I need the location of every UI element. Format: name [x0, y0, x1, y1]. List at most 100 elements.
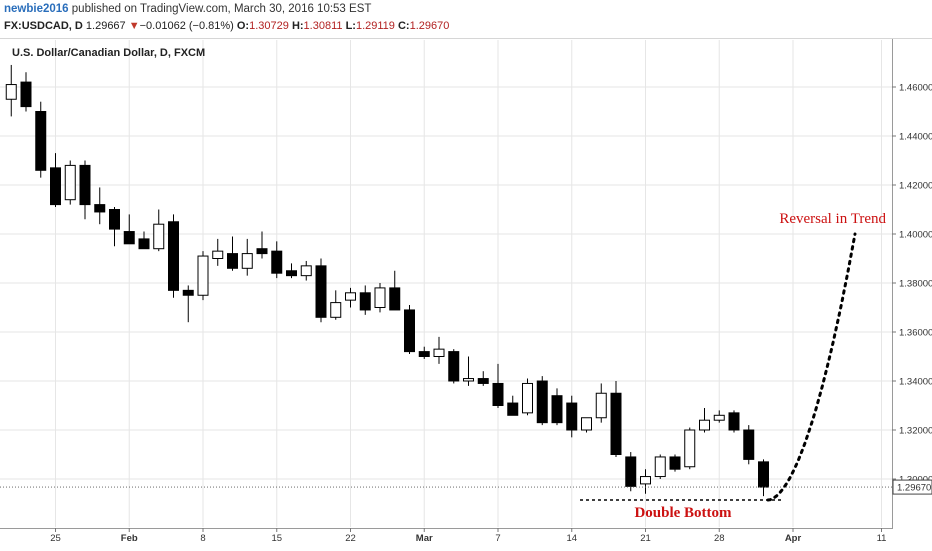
- close-value: 1.29670: [409, 20, 450, 32]
- candle-body-up: [684, 429, 696, 468]
- candle-body-up: [522, 382, 533, 414]
- price-tick-label: 1.40000: [899, 230, 932, 241]
- candle-body-up: [212, 250, 224, 259]
- candle-body-down: [610, 392, 622, 455]
- candle-body-down: [182, 289, 194, 296]
- time-tick-label: Apr: [785, 533, 802, 544]
- price-tick-label: 1.38000: [899, 279, 932, 290]
- candle-body-down: [79, 164, 91, 206]
- candle-body-up: [581, 417, 592, 431]
- candle-body-down: [286, 270, 297, 277]
- candle-body-down: [227, 253, 238, 269]
- author-link[interactable]: newbie2016: [4, 3, 69, 15]
- candle-body-down: [625, 456, 637, 487]
- candle-body-down: [404, 309, 415, 353]
- price-tick-label: 1.46000: [899, 83, 932, 94]
- candle-body-down: [109, 209, 120, 230]
- candle-body-down: [566, 402, 578, 431]
- high-value: 1.30811: [303, 20, 343, 32]
- open-value: 1.30729: [249, 20, 289, 32]
- candle-body-up: [640, 476, 651, 485]
- candle-body-down: [448, 351, 460, 382]
- candle-body-down: [492, 382, 504, 407]
- last-price-label: 1.29670: [897, 483, 931, 494]
- candle-body-down: [728, 412, 740, 431]
- candle-body-up: [5, 84, 17, 100]
- time-tick-label: 28: [714, 533, 725, 544]
- price-tick-label: 1.32000: [899, 426, 932, 437]
- time-tick-label: 22: [345, 533, 356, 544]
- candles: [5, 64, 769, 497]
- price-tick-label: 1.34000: [899, 377, 932, 388]
- candle-body-down: [168, 221, 179, 291]
- low-value: 1.29119: [355, 20, 395, 32]
- candle-body-up: [374, 287, 386, 308]
- candle-body-down: [271, 250, 283, 274]
- time-tick-label: Feb: [121, 533, 138, 544]
- time-tick-label: 8: [200, 533, 205, 544]
- time-axis: 25 Feb 8 15 22 Mar 7 14 21 28 Apr 11: [50, 528, 886, 544]
- candle-body-up: [64, 164, 76, 201]
- publish-info: newbie2016 published on TradingView.com,…: [4, 3, 371, 15]
- candle-body-up: [330, 302, 342, 318]
- time-tick-label: 7: [495, 533, 500, 544]
- candle-body-down: [507, 402, 519, 416]
- candle-body-down: [35, 111, 47, 171]
- candle-body-down: [418, 351, 430, 358]
- time-tick-label: 21: [640, 533, 651, 544]
- time-tick-label: 14: [566, 533, 577, 544]
- candle-body-down: [758, 461, 769, 488]
- candle-body-down: [359, 292, 371, 311]
- time-axis-line: [0, 528, 893, 529]
- low-label: L:: [345, 20, 356, 32]
- close-label: C:: [397, 20, 410, 32]
- candle-body-down: [94, 204, 106, 213]
- candle-body-down: [256, 248, 268, 255]
- candle-body-down: [389, 287, 401, 311]
- last-price-badge: [892, 479, 932, 495]
- candle-body-down: [536, 380, 548, 424]
- price-axis: 1.46000 1.44000 1.42000 1.40000 1.38000 1.360…: [892, 83, 932, 486]
- candle-body-down: [315, 265, 327, 318]
- candle-body-up: [595, 392, 607, 419]
- change-value: −0.01062 (−0.81%): [139, 20, 234, 32]
- annotations: 1.29670 Reversal in Trend Double Bottom: [0, 211, 932, 521]
- candle-body-up: [654, 456, 666, 478]
- candle-body-down: [477, 378, 489, 384]
- candle-body-down: [123, 231, 135, 245]
- candle-body-up: [153, 223, 165, 250]
- double-bottom-annotation: Double Bottom: [634, 505, 732, 521]
- chart-frame: [0, 38, 932, 551]
- chart-title: U.S. Dollar/Canadian Dollar, D, FXCM: [12, 47, 206, 59]
- candle-body-up: [463, 378, 474, 382]
- candle-body-down: [743, 429, 755, 460]
- candle-body-down: [20, 81, 32, 108]
- reversal-curve: [766, 232, 857, 502]
- reversal-annotation: Reversal in Trend: [779, 211, 886, 227]
- time-tick-label: 15: [271, 533, 282, 544]
- symbol-label: FX:USDCAD, D: [4, 20, 83, 32]
- candle-body-up: [300, 265, 312, 277]
- candle-body-down: [669, 456, 681, 470]
- published-text: published on TradingView.com, March 30, …: [71, 3, 372, 15]
- last-price: 1.29667: [85, 20, 126, 32]
- down-arrow-icon: ▼: [128, 20, 140, 32]
- price-tick-label: 1.44000: [899, 132, 932, 143]
- candle-body-up: [433, 348, 445, 357]
- candle-body-up: [197, 255, 209, 296]
- price-tick-label: 1.42000: [899, 181, 932, 192]
- candle-body-down: [138, 238, 150, 250]
- time-tick-label: 11: [877, 533, 887, 544]
- candle-body-up: [345, 292, 356, 301]
- candle-body-down: [50, 167, 61, 206]
- grid-lines: [0, 40, 892, 527]
- time-tick-label: Mar: [416, 533, 433, 544]
- candle-body-up: [241, 253, 253, 269]
- ohlc-legend: FX:USDCAD, D 1.29667 ▼−0.01062 (−0.81%) …: [4, 20, 449, 32]
- open-label: O:: [236, 20, 250, 32]
- candle-body-up: [713, 414, 725, 421]
- time-tick-label: 25: [50, 533, 61, 544]
- candle-body-up: [699, 419, 710, 431]
- candle-body-down: [551, 395, 563, 424]
